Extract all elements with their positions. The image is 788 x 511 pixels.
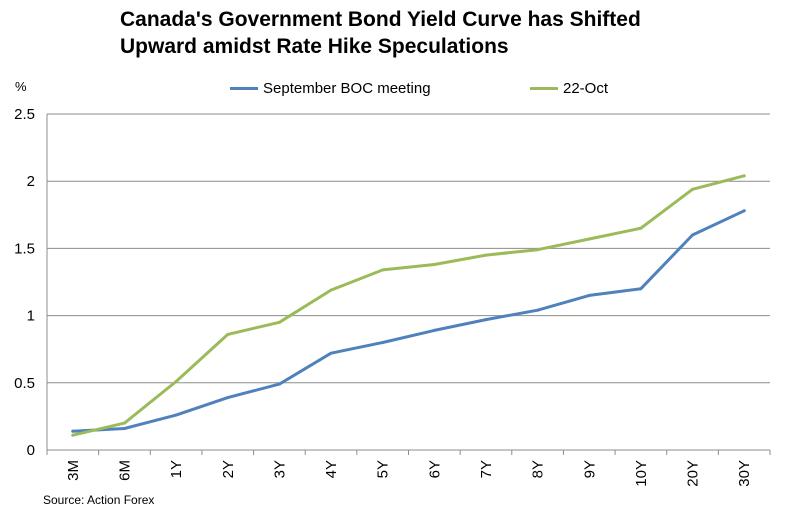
x-tick-label: 3M	[65, 460, 82, 481]
x-tick-label: 10Y	[633, 460, 650, 487]
legend-swatch-september	[230, 87, 258, 90]
data-point	[71, 429, 75, 433]
x-tick-label: 3Y	[271, 460, 288, 478]
y-tick-label: 2.5	[14, 106, 35, 123]
data-point	[742, 174, 746, 178]
y-tick-label: 1	[27, 308, 35, 325]
data-point	[639, 226, 643, 230]
data-point	[329, 288, 333, 292]
x-tick-label: 7Y	[478, 460, 495, 478]
series-line-0	[71, 209, 746, 433]
chart-title: Canada's Government Bond Yield Curve has…	[120, 6, 760, 60]
data-point	[381, 340, 385, 344]
chart-title-line-2: Upward amidst Rate Hike Speculations	[120, 35, 509, 58]
legend-label-september: September BOC meeting	[263, 80, 431, 97]
data-point	[639, 287, 643, 291]
data-point	[277, 382, 281, 386]
data-point	[329, 351, 333, 355]
x-tick-label: 20Y	[685, 460, 702, 487]
legend-item-22-oct: 22-Oct	[530, 80, 608, 97]
data-point	[226, 332, 230, 336]
data-point	[174, 413, 178, 417]
data-point	[484, 253, 488, 257]
legend-swatch-22-oct	[530, 87, 558, 90]
x-tick-label: 1Y	[168, 460, 185, 478]
data-point	[122, 426, 126, 430]
data-point	[71, 433, 75, 437]
x-tick-label: 4Y	[323, 460, 340, 478]
data-point	[122, 421, 126, 425]
y-tick-label: 2	[27, 173, 35, 190]
data-point	[174, 379, 178, 383]
data-point	[587, 237, 591, 241]
data-point	[484, 318, 488, 322]
legend-label-22-oct: 22-Oct	[563, 80, 609, 97]
legend-item-september: September BOC meeting	[230, 80, 431, 97]
source-note: Source: Action Forex	[43, 493, 155, 507]
data-point	[226, 396, 230, 400]
y-tick-label: 1.5	[14, 240, 35, 257]
data-point	[587, 293, 591, 297]
data-point	[536, 248, 540, 252]
y-tick-label: 0.5	[14, 375, 35, 392]
x-tick-label: 6Y	[426, 460, 443, 478]
x-tick-label: 8Y	[530, 460, 547, 478]
data-point	[742, 209, 746, 213]
y-tick-label: 0	[27, 442, 35, 459]
data-point	[381, 268, 385, 272]
y-axis-title: %	[15, 79, 27, 94]
data-point	[277, 320, 281, 324]
x-tick-label: 5Y	[375, 460, 392, 478]
x-tick-label: 30Y	[736, 460, 753, 487]
data-point	[536, 308, 540, 312]
series-line-1	[71, 174, 746, 437]
data-point	[432, 328, 436, 332]
x-tick-label: 2Y	[220, 460, 237, 478]
chart-title-line-1: Canada's Government Bond Yield Curve has…	[120, 8, 641, 31]
data-point	[691, 233, 695, 237]
data-point	[432, 263, 436, 267]
data-point	[691, 187, 695, 191]
x-tick-label: 9Y	[581, 460, 598, 478]
x-tick-label: 6M	[116, 460, 133, 481]
